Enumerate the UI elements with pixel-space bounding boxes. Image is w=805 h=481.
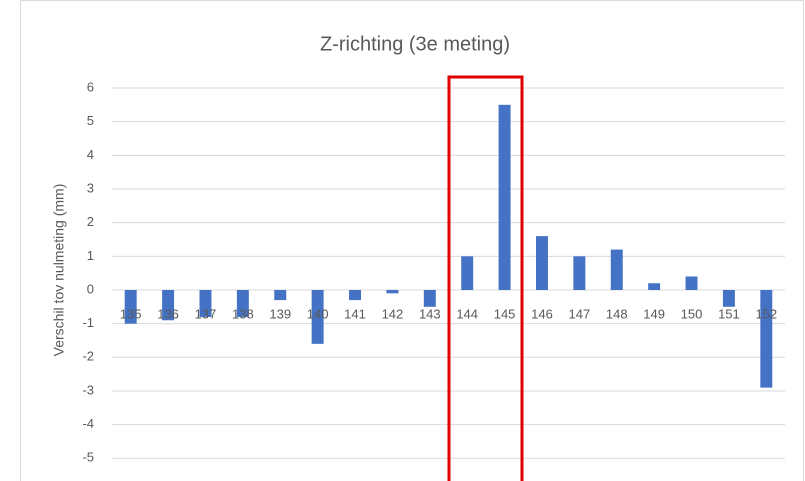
- bar: [349, 289, 362, 301]
- bar: [760, 289, 773, 388]
- y-tick-label: -5: [82, 450, 94, 465]
- x-tick-label: 149: [643, 306, 665, 321]
- x-tick-label: 135: [120, 306, 142, 321]
- x-tick-label: 144: [456, 306, 478, 321]
- bar: [124, 289, 137, 324]
- bar: [535, 236, 548, 290]
- x-tick-label: 143: [419, 306, 441, 321]
- highlight-box: [447, 75, 524, 481]
- bar: [199, 289, 212, 317]
- plot-area: -5 -4 -3 -2 -1 0 1 2 3 4 5 6 135 136 137 138 139 140 141 14…: [82, 79, 785, 465]
- x-tick-label: 137: [195, 306, 217, 321]
- bar: [423, 289, 436, 307]
- y-tick-label: -1: [82, 315, 94, 330]
- y-axis-label: Verschil tov nulmeting (mm): [51, 184, 67, 357]
- bar: [610, 249, 623, 290]
- bar: [162, 289, 175, 321]
- y-tick-label: -4: [82, 416, 94, 431]
- bar: [573, 256, 586, 290]
- bar: [386, 289, 399, 294]
- chart-frame: [20, 0, 804, 481]
- chart-title: Z-richting (3e meting): [320, 33, 510, 55]
- x-tick-label: 145: [494, 306, 516, 321]
- x-tick-label: 139: [269, 306, 291, 321]
- bar: [274, 289, 287, 301]
- bar: [311, 289, 324, 344]
- y-tick-label: 6: [87, 79, 94, 94]
- x-tick-label: 136: [157, 306, 179, 321]
- bar: [498, 104, 511, 290]
- x-tick-label: 141: [344, 306, 366, 321]
- y-tick-label: 1: [87, 248, 94, 263]
- bar: [648, 283, 661, 290]
- x-tick-label: 151: [718, 306, 740, 321]
- y-tick-label: 3: [87, 180, 94, 195]
- y-tick-label: 2: [87, 214, 94, 229]
- bar: [236, 289, 249, 317]
- x-tick-label: 142: [382, 306, 404, 321]
- x-tick-label: 138: [232, 306, 254, 321]
- y-tick-label: 4: [87, 147, 94, 162]
- y-tick-label: -2: [82, 349, 94, 364]
- y-tick-label: 0: [87, 281, 94, 296]
- bar: [685, 276, 698, 290]
- y-tick-label: 5: [87, 113, 94, 128]
- y-tick-label: -3: [82, 382, 94, 397]
- x-tick-label: 148: [606, 306, 628, 321]
- x-tick-label: 140: [307, 306, 329, 321]
- bar: [722, 289, 735, 307]
- x-tick-label: 150: [681, 306, 703, 321]
- x-tick-label: 146: [531, 306, 553, 321]
- bar: [461, 256, 474, 290]
- x-tick-label: 147: [569, 306, 591, 321]
- x-tick-label: 152: [755, 306, 777, 321]
